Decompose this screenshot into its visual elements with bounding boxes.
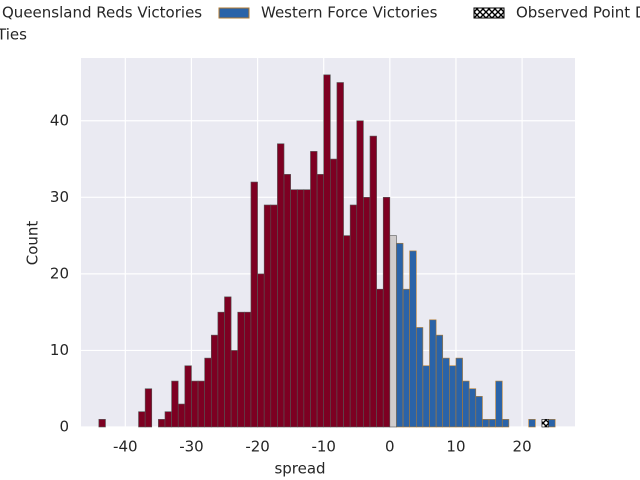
bar — [330, 158, 338, 428]
legend-label: Western Force Victories — [261, 4, 438, 22]
bar — [482, 419, 490, 428]
bar — [323, 74, 331, 428]
bar — [541, 419, 549, 428]
bar — [138, 411, 146, 428]
y-tick-label: 0 — [59, 418, 69, 436]
bar — [204, 357, 212, 428]
y-tick-label: 40 — [50, 111, 69, 129]
bar — [283, 174, 291, 428]
y-axis-label: Count — [24, 221, 42, 266]
bar — [488, 419, 496, 428]
x-tick-label: -20 — [245, 438, 270, 456]
bar — [316, 174, 325, 428]
bar — [230, 350, 239, 428]
bar — [449, 365, 457, 428]
bar — [429, 319, 437, 428]
bar — [369, 135, 377, 428]
bar — [336, 82, 344, 428]
bar — [396, 242, 404, 428]
bar — [296, 189, 305, 428]
bar — [217, 311, 225, 428]
bar — [237, 311, 245, 428]
bar — [455, 357, 463, 428]
bar — [144, 388, 153, 428]
bar — [98, 419, 106, 428]
bar — [528, 419, 536, 428]
bar — [468, 388, 477, 428]
bar — [343, 235, 351, 428]
y-tick-label: 20 — [50, 264, 69, 282]
bar — [224, 296, 232, 428]
legend-label: Observed Point D — [516, 4, 640, 22]
bar — [349, 204, 358, 428]
bar — [495, 380, 503, 428]
bar — [363, 197, 371, 428]
bar — [376, 288, 384, 428]
x-tick-label: -40 — [113, 438, 138, 456]
x-tick-label: 10 — [446, 438, 465, 456]
bar — [197, 380, 205, 428]
bar — [250, 181, 258, 428]
bar — [164, 411, 172, 428]
bar — [244, 311, 252, 428]
bar — [290, 189, 298, 428]
bar — [303, 189, 311, 428]
x-tick-label: -30 — [179, 438, 204, 456]
bar — [422, 365, 430, 428]
bar — [442, 357, 450, 428]
bar — [435, 334, 444, 428]
bar — [191, 380, 199, 428]
bar — [270, 204, 278, 428]
bar — [409, 250, 417, 428]
bar — [501, 419, 510, 428]
bar — [263, 204, 272, 428]
legend-swatch — [218, 7, 250, 19]
x-tick-label: 20 — [513, 438, 532, 456]
bar — [402, 288, 410, 428]
bar — [177, 403, 186, 428]
bar — [475, 396, 483, 428]
y-tick-label: 10 — [50, 341, 69, 359]
bar — [462, 380, 470, 428]
bar — [382, 197, 391, 428]
bar — [310, 151, 318, 428]
x-tick-label: -10 — [311, 438, 336, 456]
bar — [184, 365, 192, 428]
bar — [257, 273, 265, 428]
bar — [171, 380, 179, 428]
legend-label: Ties — [0, 26, 27, 44]
bar — [415, 327, 424, 428]
x-axis-label: spread — [274, 460, 325, 478]
bar — [210, 334, 219, 428]
bar — [356, 120, 364, 428]
y-tick-label: 30 — [50, 188, 69, 206]
bar — [277, 143, 285, 428]
bar — [158, 419, 166, 428]
legend-swatch — [473, 7, 505, 19]
bar — [548, 419, 556, 428]
x-tick-label: 0 — [385, 438, 395, 456]
bar — [389, 235, 397, 428]
legend-label: Queensland Reds Victories — [2, 4, 202, 22]
